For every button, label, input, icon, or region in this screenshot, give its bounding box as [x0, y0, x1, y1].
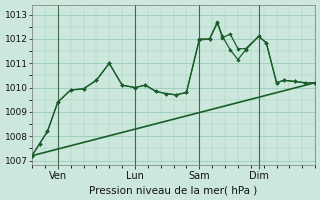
- X-axis label: Pression niveau de la mer( hPa ): Pression niveau de la mer( hPa ): [90, 185, 258, 195]
